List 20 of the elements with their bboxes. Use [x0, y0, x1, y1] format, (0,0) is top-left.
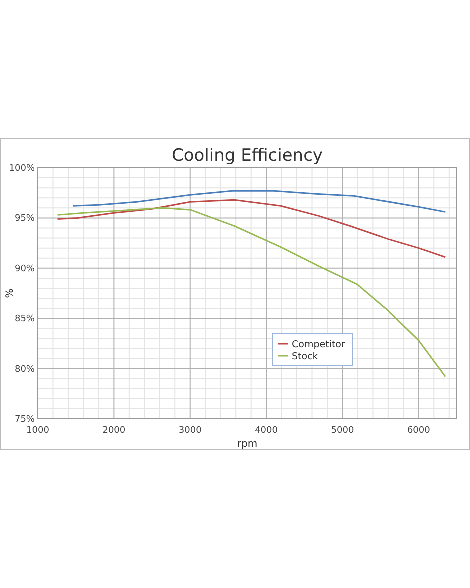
y-tick-label: 95% — [14, 214, 36, 224]
line-series — [57, 199, 446, 258]
x-tick-label: 3000 — [178, 426, 202, 436]
y-tick-label: 75% — [14, 415, 36, 425]
x-tick-label: 1000 — [26, 426, 50, 436]
x-tick-label: 4000 — [255, 426, 278, 436]
y-tick-label: 100% — [9, 164, 36, 174]
x-tick-label: 2000 — [102, 426, 126, 436]
x-tick-label: 5000 — [331, 426, 354, 436]
line-series — [72, 190, 446, 213]
y-axis-title: % — [5, 288, 16, 298]
x-tick-label: 6000 — [407, 426, 431, 436]
y-tick-label: 85% — [14, 314, 36, 325]
y-tick-label: 80% — [14, 364, 36, 375]
y-tick-label: 90% — [14, 264, 36, 274]
line-series — [57, 207, 446, 378]
x-axis-title: rpm — [237, 439, 258, 450]
legend-label: Stock — [292, 352, 319, 362]
chart-title: Cooling Efficiency — [172, 146, 323, 166]
legend-label: Competitor — [292, 340, 346, 350]
